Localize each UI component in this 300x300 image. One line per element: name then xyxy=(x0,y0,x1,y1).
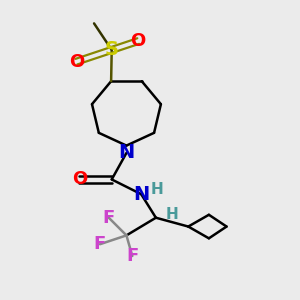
Text: O: O xyxy=(130,32,146,50)
Text: H: H xyxy=(151,182,164,197)
Text: O: O xyxy=(72,170,87,188)
Text: F: F xyxy=(103,209,115,227)
Text: F: F xyxy=(126,247,139,265)
Text: F: F xyxy=(94,235,106,253)
Text: N: N xyxy=(133,185,149,204)
Text: S: S xyxy=(105,40,119,59)
Text: H: H xyxy=(166,207,178,222)
Text: O: O xyxy=(69,53,84,71)
Text: N: N xyxy=(118,143,135,162)
